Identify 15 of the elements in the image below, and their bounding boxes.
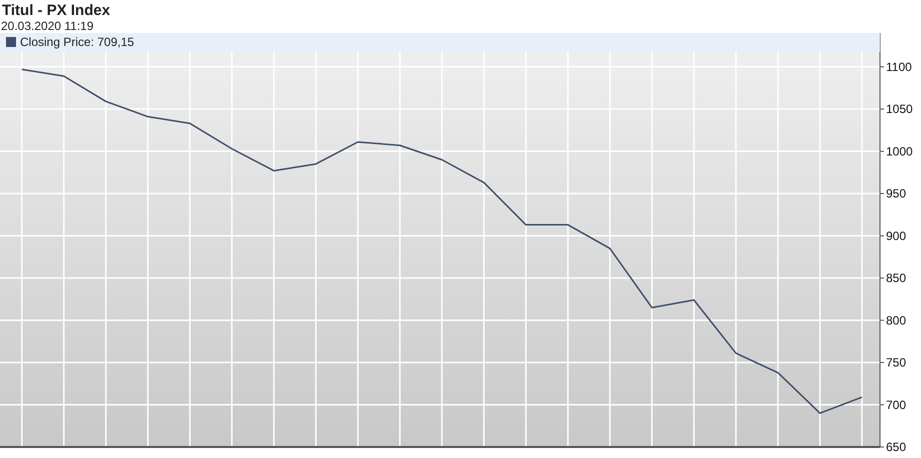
y-tick-label: 650 [886,440,906,454]
y-tick-label: 1000 [886,144,914,158]
y-tick-label: 1100 [886,60,912,74]
legend-label: Closing Price: 709,15 [20,35,134,50]
legend-panel: Closing Price: 709,15 [0,33,880,52]
y-tick-label: 800 [886,313,906,328]
chart-title: Titul - PX Index [2,2,111,19]
y-tick-label: 850 [886,271,906,286]
y-tick-label: 1050 [886,102,914,116]
line-series [21,68,863,414]
y-tick-label: 750 [886,356,906,370]
y-tick-label: 900 [886,228,906,243]
chart-subtitle: 20.03.2020 11:19 [1,19,94,33]
y-tick-label: 700 [886,398,906,412]
y-tick-label: 950 [886,186,906,201]
